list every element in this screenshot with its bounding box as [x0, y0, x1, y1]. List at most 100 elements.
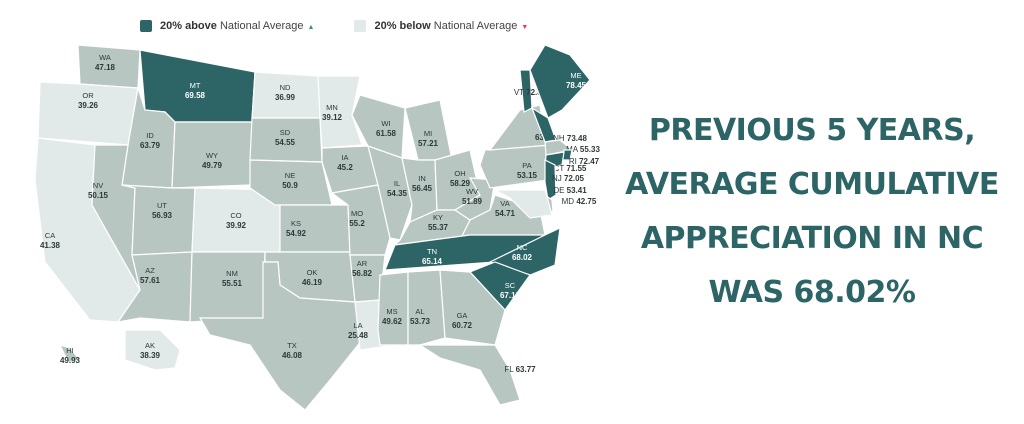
state-abbr: ID [146, 131, 154, 140]
state-value: 39.92 [226, 221, 247, 230]
state-abbr: OR [82, 91, 94, 100]
state-abbr: ND [280, 83, 291, 92]
state-value: 61.58 [376, 129, 397, 138]
state-shape[interactable] [479, 144, 551, 189]
headline-line: APPRECIATION IN NC [640, 221, 984, 256]
headline-line: PREVIOUS 5 YEARS, [648, 113, 976, 148]
state-abbr: VA [500, 199, 509, 208]
map-legend: 20% above National Average ▲ 20% below Na… [140, 20, 528, 32]
state-value: 65.14 [422, 257, 443, 266]
state-label: MD 42.75 [562, 197, 597, 206]
state-abbr: NJ [552, 174, 564, 183]
state-value: 57.61 [140, 276, 161, 285]
state-abbr: MS [386, 307, 397, 316]
state-label: NH 73.48 [553, 134, 587, 143]
down-arrow-icon: ▼ [521, 24, 529, 31]
state-value: 54.92 [286, 229, 307, 238]
state-value: 50.15 [88, 191, 109, 200]
us-states-map: WA47.18OR39.26CA41.38MT69.58ID63.79WY49.… [34, 44, 600, 411]
up-arrow-icon: ▲ [307, 24, 315, 31]
state-shape[interactable] [417, 344, 521, 406]
state-value: 60.72 [452, 321, 473, 330]
state-value: 69.58 [185, 91, 206, 100]
state-abbr: RI [569, 157, 579, 166]
state-shape[interactable] [377, 271, 409, 346]
state-label: CT 71.55 [554, 164, 587, 173]
state-value: 41.38 [40, 241, 61, 250]
state-shape[interactable] [198, 261, 363, 411]
state-abbr: MO [351, 209, 363, 218]
state-value: 56.45 [412, 184, 433, 193]
legend-above-bold: 20% above [160, 20, 217, 32]
state-abbr: AL [415, 307, 424, 316]
state-value: 55.2 [349, 219, 365, 228]
state-abbr: LA [353, 321, 362, 330]
state-shape[interactable] [124, 329, 181, 371]
below-swatch [354, 20, 367, 32]
state-value: 49.79 [202, 161, 223, 170]
state-shape[interactable] [317, 75, 363, 149]
state-nj[interactable]: NJ 72.05 [544, 159, 585, 201]
state-label: MA 55.33 [566, 145, 600, 154]
state-value: 54.55 [275, 138, 296, 147]
state-abbr: IN [418, 174, 426, 183]
state-value: 54.71 [495, 209, 516, 218]
state-abbr: CT [554, 164, 567, 173]
state-shape[interactable] [407, 269, 446, 346]
state-abbr: NE [285, 171, 295, 180]
state-value: 67.12 [500, 291, 521, 300]
state-value: 51.89 [462, 197, 483, 206]
legend-above-text: 20% above National Average ▲ [160, 20, 314, 32]
state-value: 58.29 [450, 179, 471, 188]
state-fl[interactable]: FL 63.77 [417, 344, 536, 406]
state-shape[interactable] [439, 269, 506, 346]
state-label: FL 63.77 [504, 365, 536, 374]
state-value: 72.47 [579, 157, 600, 166]
state-value: 50.9 [282, 181, 298, 190]
state-label: RI 72.47 [569, 157, 600, 166]
state-abbr: PA [522, 161, 531, 170]
legend-below-rest: National Average [433, 20, 518, 32]
state-value: 55.37 [428, 223, 449, 232]
state-value: 68.02 [512, 253, 533, 262]
state-md[interactable]: MD 42.75 [494, 189, 597, 219]
state-shape[interactable] [494, 189, 553, 219]
state-label: NJ 72.05 [552, 174, 585, 183]
state-abbr: UT [157, 201, 167, 210]
legend-below-text: 20% below National Average ▼ [374, 20, 528, 32]
state-value: 55.33 [580, 145, 601, 154]
state-shape[interactable] [544, 159, 557, 201]
state-shape[interactable] [58, 344, 82, 363]
state-abbr: NH [553, 134, 567, 143]
state-abbr: AK [145, 341, 155, 350]
state-value: 39.12 [322, 113, 343, 122]
state-abbr: OK [307, 268, 318, 277]
state-value: 63.77 [516, 365, 537, 374]
headline: PREVIOUS 5 YEARS, AVERAGE CUMULATIVE APP… [612, 104, 1012, 320]
state-value: 56.82 [352, 269, 373, 278]
state-abbr: WI [381, 119, 390, 128]
state-abbr: AZ [145, 266, 155, 275]
state-value: 53.41 [567, 186, 588, 195]
state-abbr: IA [341, 153, 348, 162]
state-abbr: OH [454, 169, 465, 178]
state-value: 45.2 [337, 163, 353, 172]
state-abbr: WA [99, 53, 111, 62]
state-value: 57.21 [418, 139, 439, 148]
